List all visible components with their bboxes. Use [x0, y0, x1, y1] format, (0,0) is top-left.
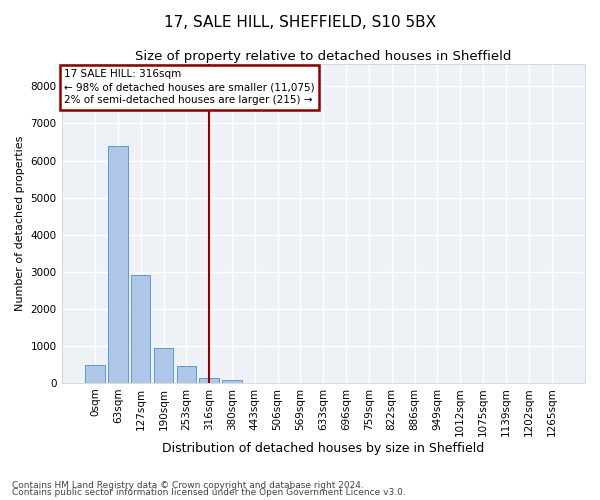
Title: Size of property relative to detached houses in Sheffield: Size of property relative to detached ho…	[135, 50, 511, 63]
Bar	[176, 366, 196, 383]
Text: Contains HM Land Registry data © Crown copyright and database right 2024.: Contains HM Land Registry data © Crown c…	[12, 480, 364, 490]
Bar	[154, 348, 173, 383]
Bar	[131, 276, 151, 383]
Text: Contains public sector information licensed under the Open Government Licence v3: Contains public sector information licen…	[12, 488, 406, 497]
Y-axis label: Number of detached properties: Number of detached properties	[15, 136, 25, 311]
Bar	[199, 378, 219, 383]
Bar	[85, 366, 105, 383]
Text: 17, SALE HILL, SHEFFIELD, S10 5BX: 17, SALE HILL, SHEFFIELD, S10 5BX	[164, 15, 436, 30]
Bar	[108, 146, 128, 383]
X-axis label: Distribution of detached houses by size in Sheffield: Distribution of detached houses by size …	[162, 442, 484, 455]
Bar	[222, 380, 242, 383]
Text: 17 SALE HILL: 316sqm
← 98% of detached houses are smaller (11,075)
2% of semi-de: 17 SALE HILL: 316sqm ← 98% of detached h…	[64, 69, 315, 106]
